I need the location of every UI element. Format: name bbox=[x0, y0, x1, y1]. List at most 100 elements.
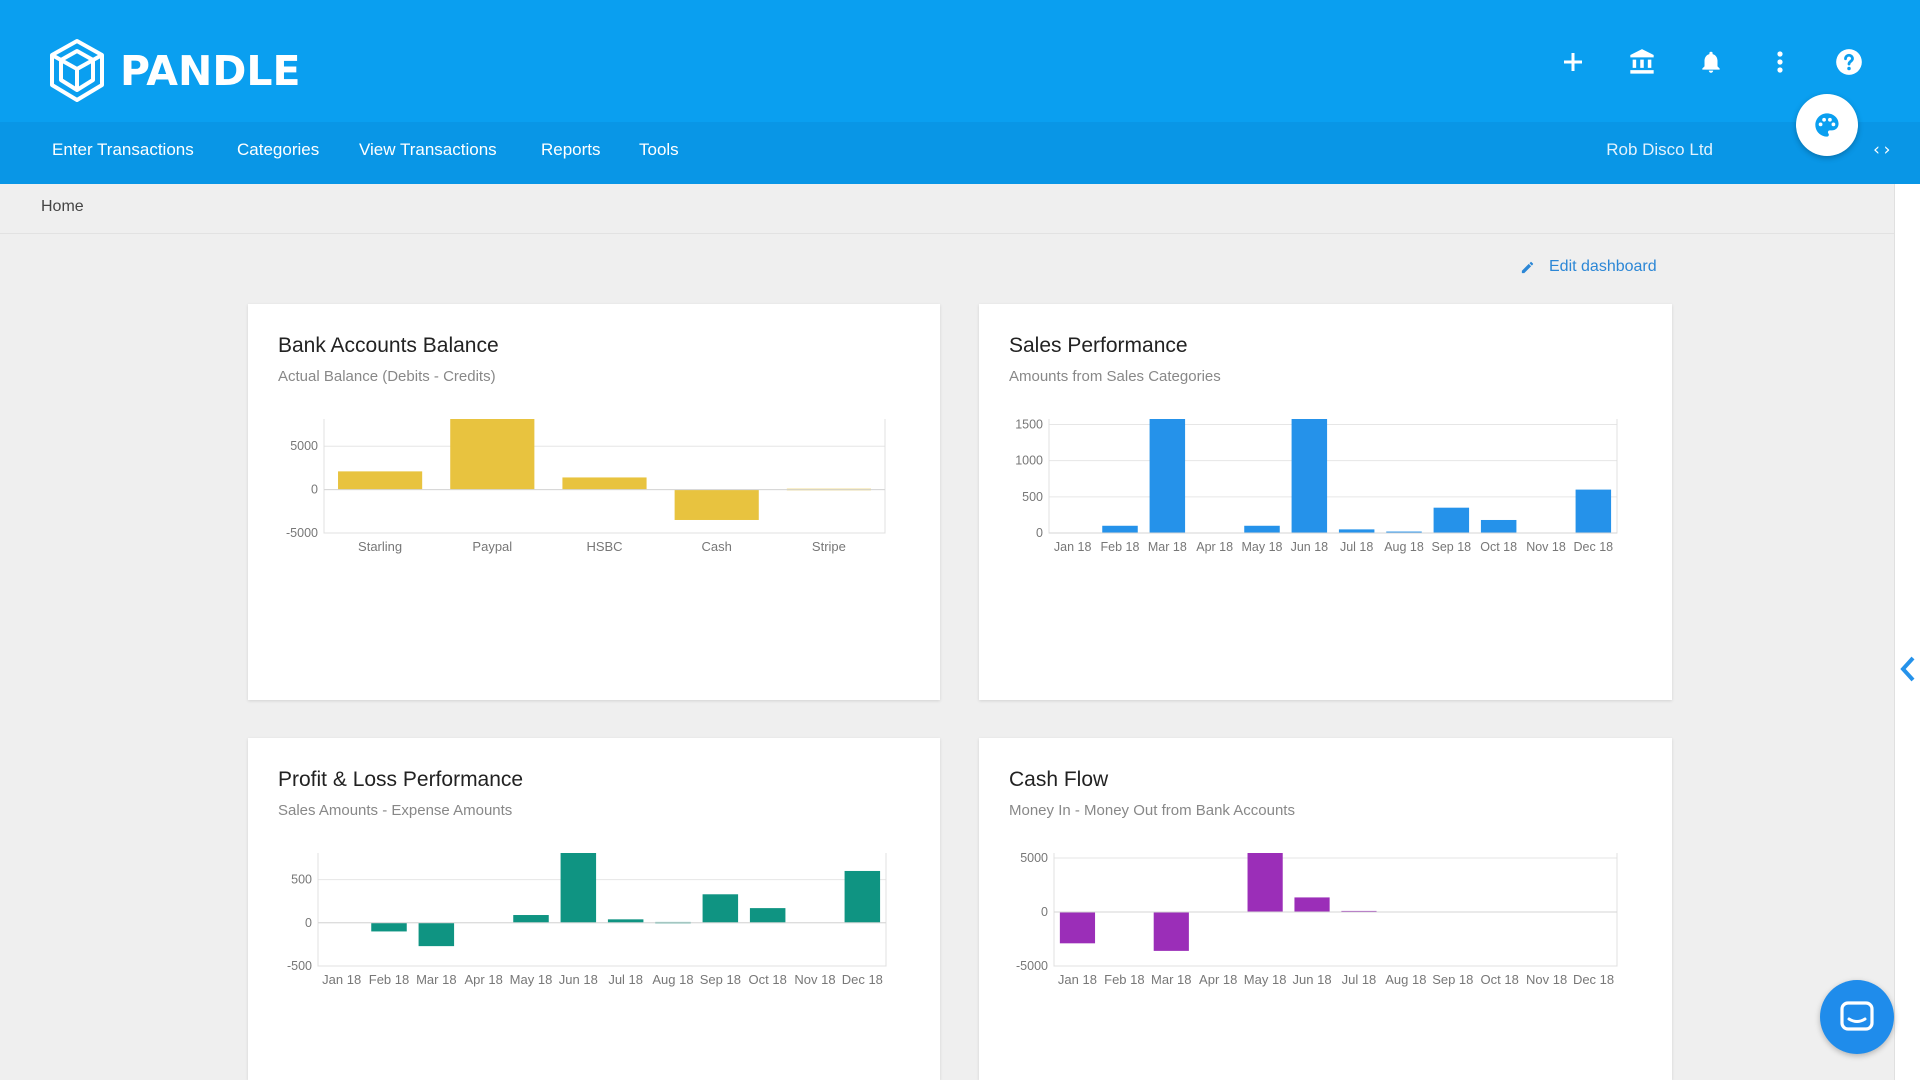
x-tick-label: Jul 18 bbox=[608, 972, 643, 987]
x-tick-label: Mar 18 bbox=[1148, 540, 1187, 554]
bar bbox=[418, 922, 455, 947]
plot-frame bbox=[1048, 419, 1618, 534]
breadcrumb-bar: Home bbox=[0, 184, 1894, 234]
x-tick-label: Apr 18 bbox=[1196, 540, 1233, 554]
breadcrumb-home[interactable]: Home bbox=[41, 198, 84, 215]
x-tick-label: Aug 18 bbox=[1385, 972, 1426, 987]
y-tick-label: -500 bbox=[287, 959, 312, 973]
card-subtitle: Actual Balance (Debits - Credits) bbox=[278, 368, 496, 385]
nav-categories[interactable]: Categories bbox=[237, 140, 320, 159]
bar bbox=[450, 419, 535, 490]
bar bbox=[844, 870, 881, 923]
x-tick-label: Oct 18 bbox=[1480, 540, 1517, 554]
bar bbox=[338, 471, 423, 490]
nav-enter-transactions[interactable]: Enter Transactions bbox=[52, 140, 194, 159]
edit-dashboard-link[interactable]: Edit dashboard bbox=[1520, 258, 1657, 276]
bar bbox=[674, 489, 759, 520]
bar bbox=[562, 477, 647, 490]
code-toggle-icon[interactable]: ‹› bbox=[1871, 140, 1892, 160]
theme-palette-button[interactable] bbox=[1796, 94, 1858, 156]
bar bbox=[1059, 912, 1096, 944]
x-tick-label: Cash bbox=[702, 539, 732, 554]
x-tick-label: May 18 bbox=[1244, 972, 1287, 987]
card-subtitle: Money In - Money Out from Bank Accounts bbox=[1009, 802, 1295, 819]
y-tick-label: -5000 bbox=[286, 526, 318, 540]
x-tick-label: Starling bbox=[358, 539, 402, 554]
right-side-panel bbox=[1894, 184, 1920, 1080]
x-tick-label: Sep 18 bbox=[1432, 972, 1473, 987]
bar bbox=[513, 915, 549, 923]
nav-reports[interactable]: Reports bbox=[541, 140, 601, 159]
y-tick-label: 5000 bbox=[290, 439, 318, 453]
x-tick-label: Apr 18 bbox=[465, 972, 503, 987]
y-tick-label: 0 bbox=[311, 483, 318, 497]
x-tick-label: Oct 18 bbox=[1481, 972, 1519, 987]
brand-logo[interactable]: PANDLE bbox=[48, 38, 301, 104]
x-tick-label: Mar 18 bbox=[1151, 972, 1191, 987]
chevron-left-icon[interactable] bbox=[1899, 654, 1917, 684]
x-tick-label: Jan 18 bbox=[322, 972, 361, 987]
x-tick-label: Jun 18 bbox=[1291, 540, 1329, 554]
x-tick-label: Jan 18 bbox=[1054, 540, 1092, 554]
y-tick-label: 500 bbox=[1022, 490, 1043, 504]
edit-dashboard-label: Edit dashboard bbox=[1549, 258, 1657, 275]
card-subtitle: Amounts from Sales Categories bbox=[1009, 368, 1221, 385]
nav-tools[interactable]: Tools bbox=[639, 140, 679, 159]
bar bbox=[1153, 912, 1189, 951]
bar bbox=[1247, 853, 1283, 912]
plot-frame bbox=[323, 419, 886, 534]
bar bbox=[749, 908, 786, 923]
chat-button[interactable] bbox=[1820, 980, 1894, 1054]
x-tick-label: Feb 18 bbox=[1104, 972, 1144, 987]
bar bbox=[1433, 507, 1470, 533]
main-nav: Enter Transactions Categories View Trans… bbox=[0, 122, 1920, 184]
bar bbox=[1294, 897, 1330, 912]
card-subtitle: Sales Amounts - Expense Amounts bbox=[278, 802, 513, 819]
y-tick-label: 0 bbox=[305, 916, 312, 930]
pencil-icon bbox=[1521, 261, 1534, 273]
x-tick-label: Paypal bbox=[472, 539, 512, 554]
pandle-logo-icon bbox=[50, 39, 104, 102]
x-tick-label: Jul 18 bbox=[1340, 540, 1373, 554]
x-tick-label: Stripe bbox=[812, 539, 846, 554]
bell-icon[interactable] bbox=[1691, 40, 1731, 84]
nav-view-transactions[interactable]: View Transactions bbox=[359, 140, 497, 159]
bank-accounts-chart: 20000150001000050000-5000StarlingPaypalH… bbox=[286, 419, 886, 554]
plot-frame bbox=[317, 853, 887, 967]
chat-icon bbox=[1840, 1001, 1874, 1031]
sales-performance-card: Sales Performance Amounts from Sales Cat… bbox=[979, 304, 1672, 700]
x-tick-label: May 18 bbox=[510, 972, 553, 987]
plot-frame bbox=[1053, 853, 1618, 967]
card-title: Profit & Loss Performance bbox=[278, 768, 524, 791]
x-tick-label: Apr 18 bbox=[1199, 972, 1237, 987]
y-tick-label: 5000 bbox=[1020, 853, 1048, 865]
bar bbox=[607, 919, 644, 923]
x-tick-label: Mar 18 bbox=[416, 972, 456, 987]
x-tick-label: Nov 18 bbox=[1526, 540, 1566, 554]
y-tick-label: 0 bbox=[1036, 526, 1043, 540]
bank-icon[interactable] bbox=[1622, 40, 1662, 84]
plus-icon[interactable] bbox=[1553, 40, 1593, 84]
y-tick-label: -5000 bbox=[1016, 959, 1048, 973]
x-tick-label: Aug 18 bbox=[652, 972, 693, 987]
y-tick-label: 1000 bbox=[1015, 454, 1043, 468]
bar bbox=[1338, 529, 1375, 533]
bar bbox=[702, 894, 739, 923]
header-actions bbox=[0, 40, 1920, 84]
bar bbox=[1386, 531, 1422, 534]
x-tick-label: May 18 bbox=[1242, 540, 1283, 554]
help-icon[interactable] bbox=[1829, 40, 1869, 84]
x-tick-label: Dec 18 bbox=[1573, 972, 1614, 987]
x-tick-label: Feb 18 bbox=[369, 972, 409, 987]
company-name[interactable]: Rob Disco Ltd bbox=[1606, 140, 1713, 159]
bar bbox=[371, 922, 407, 932]
x-tick-label: Jul 18 bbox=[1342, 972, 1377, 987]
more-vert-icon[interactable] bbox=[1760, 40, 1800, 84]
x-tick-label: Jun 18 bbox=[559, 972, 598, 987]
x-tick-label: Dec 18 bbox=[842, 972, 883, 987]
bar bbox=[1480, 519, 1517, 533]
bank-accounts-card: Bank Accounts Balance Actual Balance (De… bbox=[248, 304, 940, 700]
